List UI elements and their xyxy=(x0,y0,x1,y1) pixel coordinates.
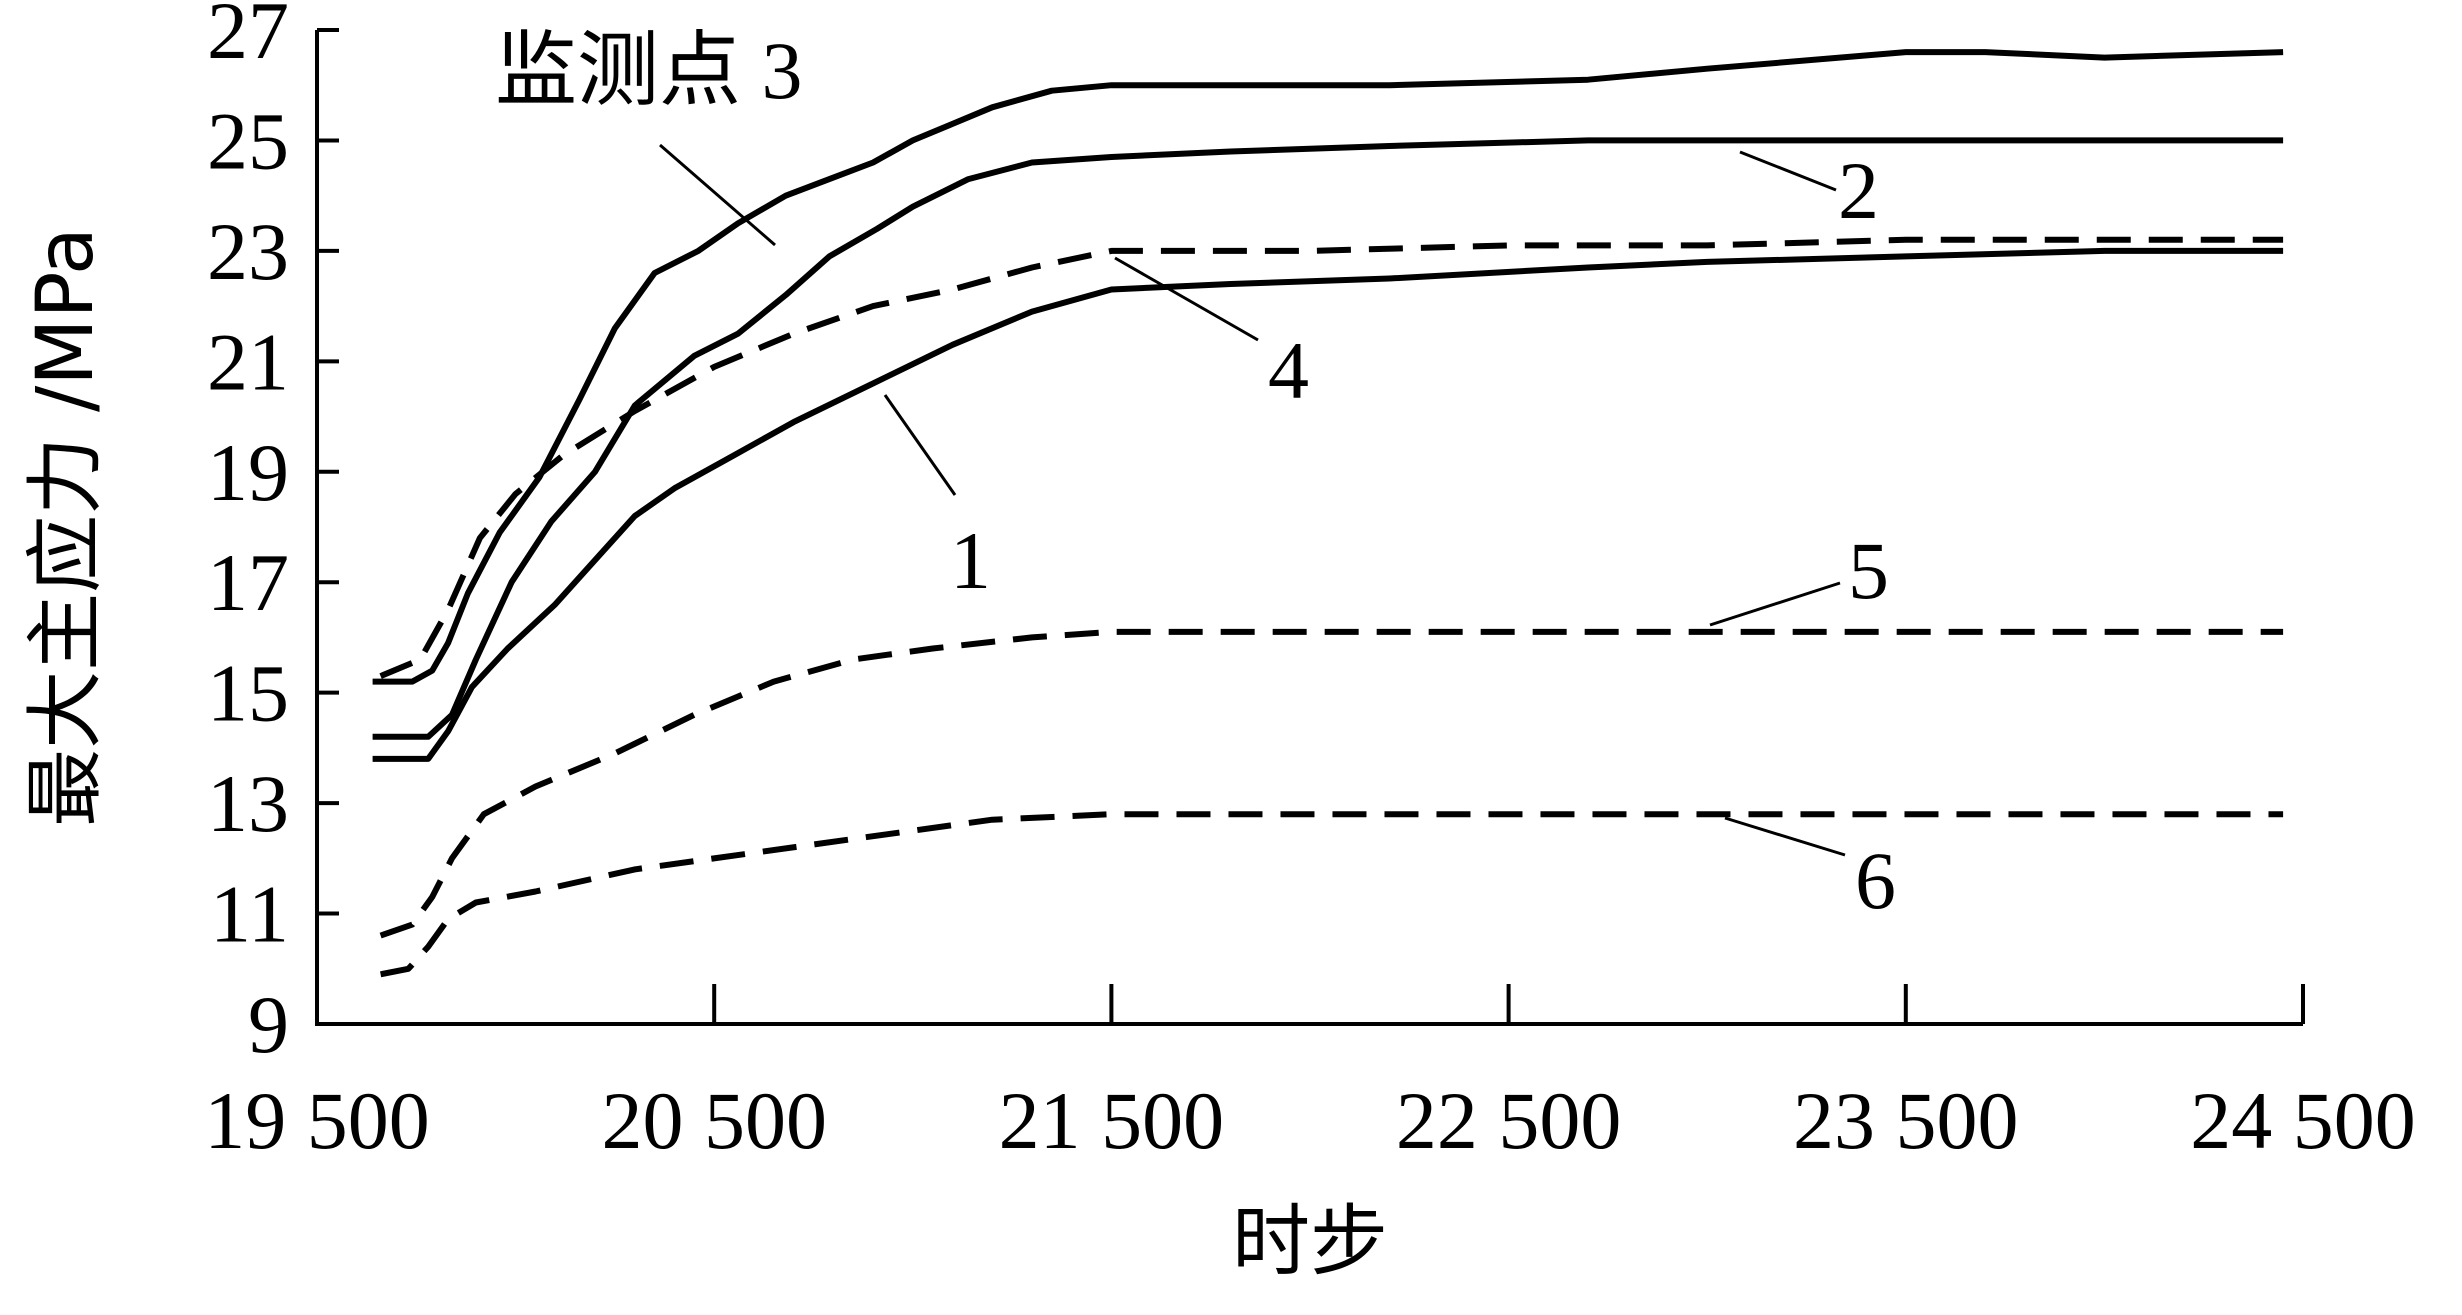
leader-line xyxy=(883,394,957,496)
y-tick-label: 19 xyxy=(207,427,289,518)
series-label: 6 xyxy=(1855,835,1896,926)
series-label: 5 xyxy=(1848,525,1889,616)
series-line-5 xyxy=(379,628,2284,939)
x-tick-label: 21 500 xyxy=(999,1075,1225,1166)
series-line-1 xyxy=(372,247,2284,762)
y-tick-label: 23 xyxy=(207,206,289,297)
y-tick-label: 15 xyxy=(207,648,289,739)
leader-line xyxy=(1724,816,1846,857)
series-layer xyxy=(372,49,2284,978)
x-tick-label: 22 500 xyxy=(1396,1075,1622,1166)
x-tick-label: 19 500 xyxy=(204,1075,430,1166)
series-label: 监测点 3 xyxy=(495,25,803,116)
leader-line xyxy=(659,143,776,247)
series-label: 4 xyxy=(1268,325,1309,416)
leader-line xyxy=(1709,581,1841,627)
series-line-4 xyxy=(379,236,2284,679)
y-tick-label: 11 xyxy=(210,869,289,960)
x-tick-label: 24 500 xyxy=(2190,1075,2416,1166)
series-line-监测点-3 xyxy=(372,49,2284,685)
x-tick-label: 23 500 xyxy=(1793,1075,2019,1166)
y-tick-label: 9 xyxy=(248,979,289,1070)
x-tick-label: 20 500 xyxy=(601,1075,827,1166)
leader-line xyxy=(1114,256,1259,342)
leader-line xyxy=(1739,150,1837,192)
y-axis-title: 最大主应力 /MPa xyxy=(21,227,111,827)
x-axis-title: 时步 xyxy=(1232,1197,1388,1287)
y-tick-label: 25 xyxy=(207,95,289,186)
series-line-6 xyxy=(380,811,2284,978)
y-tick-label: 21 xyxy=(207,316,289,407)
y-tick-label: 27 xyxy=(207,0,289,76)
annotation-layer: 监测点 3 2 4 1 5 6 xyxy=(495,25,1896,926)
series-line-2 xyxy=(372,137,2284,740)
series-label: 1 xyxy=(950,515,991,606)
y-tick-label: 17 xyxy=(207,537,289,628)
y-tick-label: 13 xyxy=(207,758,289,849)
series-label: 2 xyxy=(1838,145,1879,236)
